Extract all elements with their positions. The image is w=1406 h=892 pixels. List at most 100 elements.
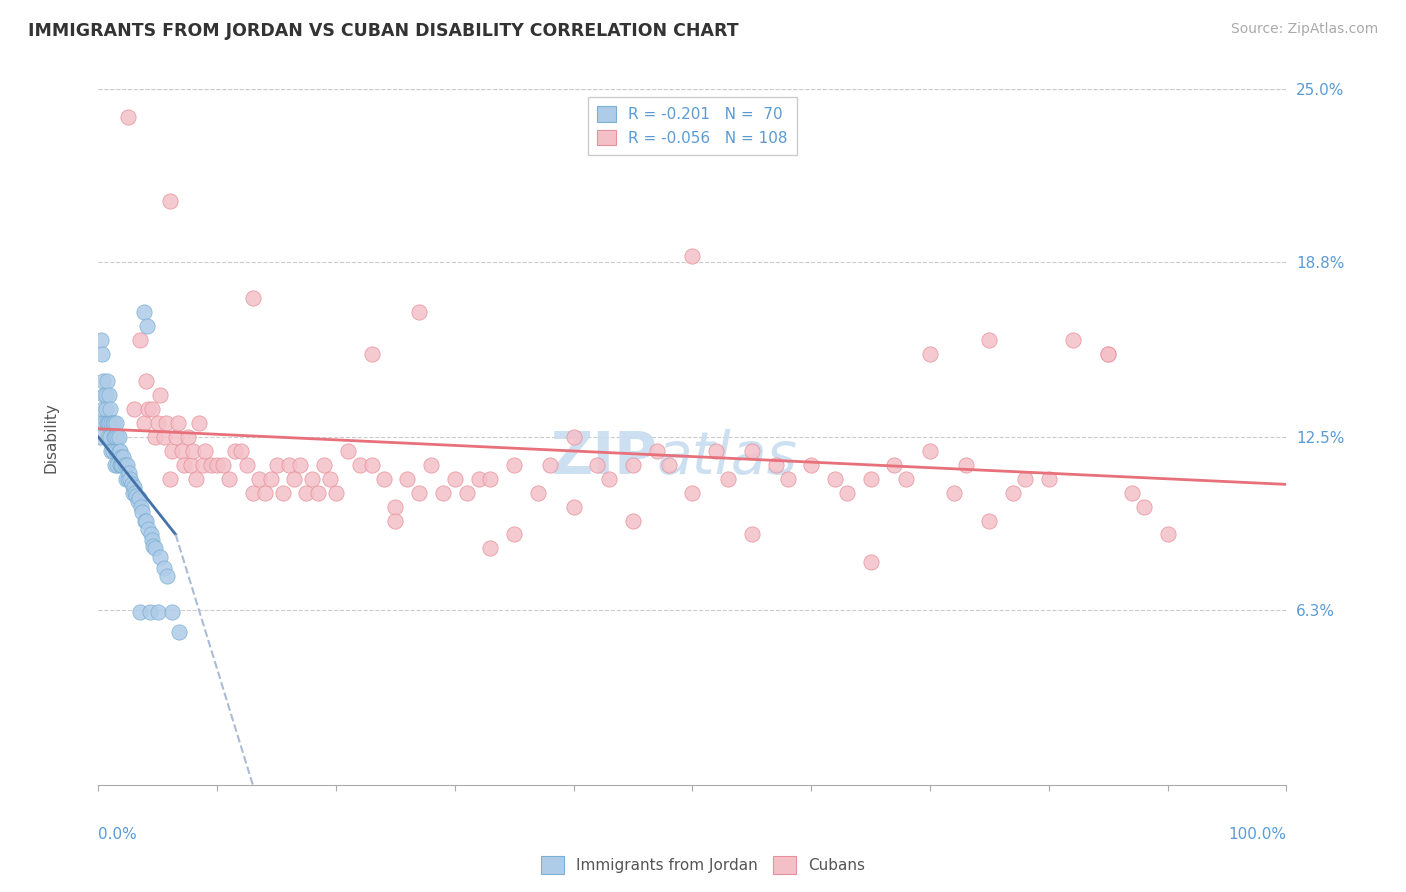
Point <box>167 624 190 639</box>
Point <box>104 458 127 472</box>
Point <box>717 472 740 486</box>
Point <box>290 458 312 472</box>
Point <box>266 458 288 472</box>
Point <box>104 430 127 444</box>
Point <box>100 416 122 430</box>
Point <box>1002 485 1025 500</box>
Point <box>682 249 704 263</box>
Text: Source: ZipAtlas.com: Source: ZipAtlas.com <box>1230 22 1378 37</box>
Text: atlas: atlas <box>657 429 797 486</box>
Point <box>242 291 264 305</box>
Point <box>132 305 155 319</box>
Point <box>682 485 704 500</box>
Point <box>704 444 727 458</box>
Text: ZIP: ZIP <box>550 429 657 486</box>
Point <box>301 472 323 486</box>
Point <box>110 450 132 464</box>
Point <box>218 472 240 486</box>
Point <box>527 485 550 500</box>
Point <box>776 472 799 486</box>
Point <box>124 485 146 500</box>
Point <box>136 318 159 333</box>
Point <box>105 416 128 430</box>
Point <box>146 606 169 620</box>
Point <box>260 472 283 486</box>
Point <box>420 458 443 472</box>
Point <box>129 333 152 347</box>
Point <box>132 416 155 430</box>
Point <box>1133 500 1156 514</box>
Point <box>835 485 858 500</box>
Point <box>139 527 162 541</box>
Point <box>101 416 124 430</box>
Point <box>384 514 406 528</box>
Point <box>207 458 229 472</box>
Point <box>128 491 150 506</box>
Point <box>97 416 120 430</box>
Point <box>93 388 115 402</box>
Point <box>129 500 152 514</box>
Point <box>134 514 156 528</box>
Point <box>621 458 644 472</box>
Point <box>100 444 122 458</box>
Point <box>253 485 276 500</box>
Point <box>319 472 342 486</box>
Point <box>1097 346 1119 360</box>
Point <box>122 480 145 494</box>
Point <box>824 472 846 486</box>
Point <box>120 472 142 486</box>
Point <box>598 472 620 486</box>
Point <box>159 194 181 208</box>
Point <box>562 430 585 444</box>
Point <box>101 444 124 458</box>
Point <box>114 472 136 486</box>
Point <box>141 533 163 547</box>
Point <box>107 458 129 472</box>
Point <box>160 606 183 620</box>
Text: IMMIGRANTS FROM JORDAN VS CUBAN DISABILITY CORRELATION CHART: IMMIGRANTS FROM JORDAN VS CUBAN DISABILI… <box>28 22 738 40</box>
Point <box>96 375 118 389</box>
Point <box>188 416 211 430</box>
Point <box>883 458 905 472</box>
Point <box>979 333 1001 347</box>
Point <box>121 477 143 491</box>
Point <box>89 416 111 430</box>
Point <box>103 430 125 444</box>
Point <box>271 485 294 500</box>
Point <box>360 346 382 360</box>
Legend: R = -0.201   N =  70, R = -0.056   N = 108: R = -0.201 N = 70, R = -0.056 N = 108 <box>588 97 797 155</box>
Point <box>110 458 132 472</box>
Point <box>1014 472 1036 486</box>
Point <box>149 549 172 564</box>
Text: 0.0%: 0.0% <box>98 827 138 842</box>
Point <box>135 375 157 389</box>
Point <box>159 472 181 486</box>
Point <box>283 472 305 486</box>
Point <box>167 416 190 430</box>
Point <box>277 458 299 472</box>
Point <box>135 514 157 528</box>
Point <box>98 388 121 402</box>
Point <box>160 444 183 458</box>
Point <box>586 458 609 472</box>
Point <box>115 458 138 472</box>
Point <box>479 472 502 486</box>
Point <box>122 402 145 417</box>
Point <box>125 489 148 503</box>
Point <box>107 444 129 458</box>
Point <box>200 458 222 472</box>
Point <box>800 458 823 472</box>
Text: 100.0%: 100.0% <box>1229 827 1286 842</box>
Point <box>765 458 787 472</box>
Point <box>325 485 347 500</box>
Point <box>138 606 160 620</box>
Point <box>295 485 318 500</box>
Point <box>152 561 174 575</box>
Point <box>89 430 111 444</box>
Point <box>236 458 259 472</box>
Point <box>96 416 118 430</box>
Point <box>432 485 454 500</box>
Point <box>118 467 141 481</box>
Point <box>538 458 561 472</box>
Point <box>131 505 153 519</box>
